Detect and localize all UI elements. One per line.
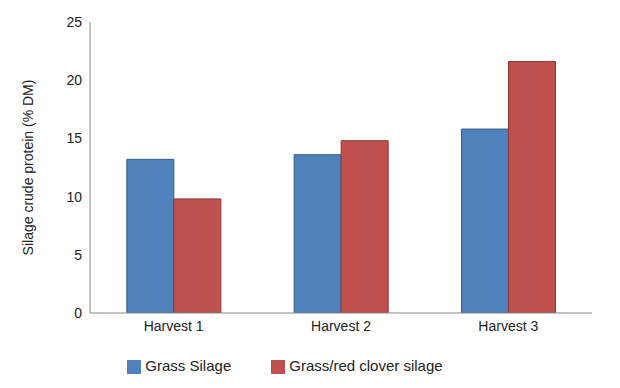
svg-text:Silage crude protein (% DM): Silage crude protein (% DM) xyxy=(20,80,36,256)
svg-text:Harvest 1: Harvest 1 xyxy=(144,318,204,334)
html-text:Grass Silage: Grass Silage xyxy=(145,357,232,374)
svg-text:10: 10 xyxy=(66,189,82,205)
html-text:Grass/red clover silage: Grass/red clover silage xyxy=(289,357,443,374)
svg-text:0: 0 xyxy=(74,305,82,321)
svg-text:5: 5 xyxy=(74,247,82,263)
svg-text:20: 20 xyxy=(66,72,82,88)
svg-text:25: 25 xyxy=(66,14,82,30)
svg-text:Harvest 3: Harvest 3 xyxy=(478,318,538,334)
svg-text:Harvest 2: Harvest 2 xyxy=(311,318,371,334)
svg-text:15: 15 xyxy=(66,130,82,146)
